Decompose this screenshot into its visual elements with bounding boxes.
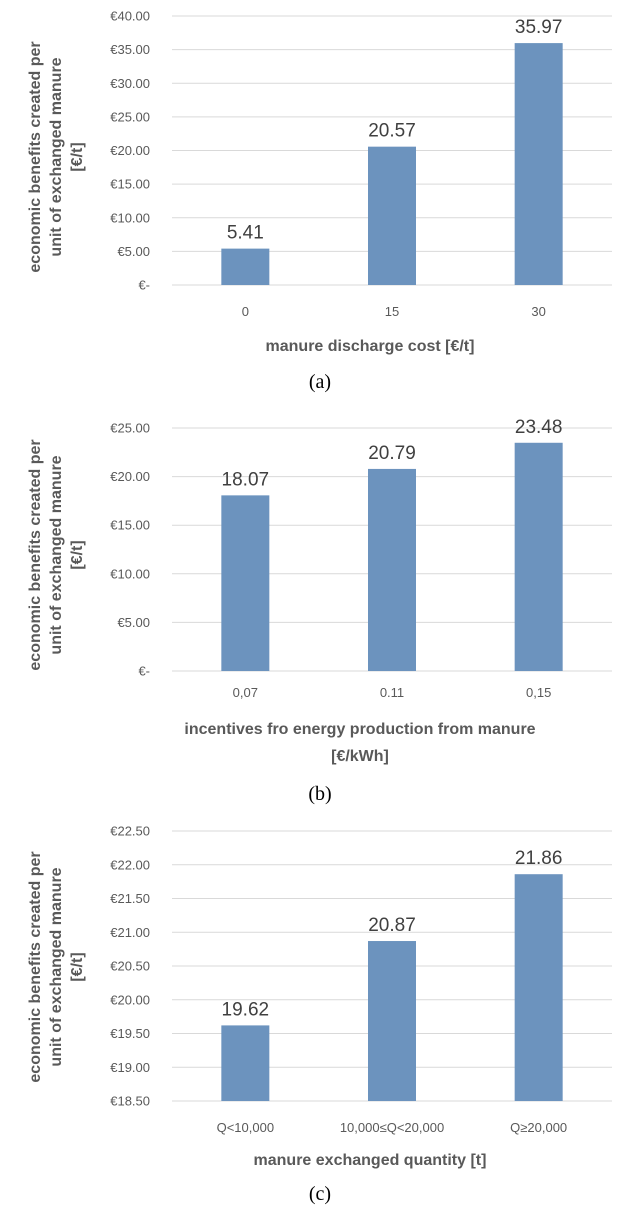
bar [221, 248, 270, 285]
y-tick-label: €20.50 [110, 959, 150, 974]
x-tick-label: 0.11 [380, 685, 404, 700]
y-axis-title-line: economic benefits created per [27, 851, 44, 1082]
y-tick-label: €- [138, 664, 150, 679]
y-axis-title-line: economic benefits created per [27, 41, 44, 272]
x-tick-label: Q<10,000 [217, 1120, 274, 1135]
chart-c: €18.50 €19.00 €19.50 €20.00 €20.50 €21.00 €21.… [27, 824, 612, 1205]
y-tick-label: €19.50 [110, 1026, 150, 1041]
y-axis-title: economic benefits created per unit of exc… [27, 851, 86, 1082]
y-axis-title-line: [€/t] [69, 540, 86, 569]
y-axis-title-line: [€/t] [69, 142, 86, 171]
y-tick-label: €- [138, 278, 150, 293]
bar [221, 495, 270, 671]
x-axis-title: incentives fro energy production from ma… [184, 721, 535, 738]
y-tick-label: €5.00 [117, 615, 150, 630]
data-label: 5.41 [227, 223, 264, 244]
x-tick-label: Q≥20,000 [510, 1120, 567, 1135]
x-tick-label: 0 [242, 304, 249, 319]
y-tick-label: €10.00 [110, 210, 150, 225]
bar [514, 442, 563, 671]
y-tick-label: €35.00 [110, 42, 150, 57]
y-tick-label: €22.50 [110, 824, 150, 839]
data-label: 19.62 [222, 999, 270, 1020]
y-axis-title: economic benefits created per unit of exc… [27, 41, 86, 272]
y-tick-label: €25.00 [110, 421, 150, 436]
x-tick-label: 10,000≤Q<20,000 [340, 1120, 444, 1135]
x-axis-title: manure discharge cost [€/t] [266, 338, 475, 355]
y-tick-label: €40.00 [110, 9, 150, 24]
chart-b: €- €5.00 €10.00 €15.00 €20.00 €25.00 18.07 0,07… [27, 417, 612, 805]
x-tick-label: 0,15 [526, 685, 551, 700]
y-tick-label: €20.00 [110, 992, 150, 1007]
y-tick-label: €30.00 [110, 76, 150, 91]
y-tick-label: €15.00 [110, 177, 150, 192]
panel-caption: (a) [309, 371, 331, 393]
y-tick-label: €20.00 [110, 143, 150, 158]
x-axis-title: manure exchanged quantity [t] [254, 1152, 487, 1169]
y-tick-label: €10.00 [110, 566, 150, 581]
y-axis-title-line: unit of exchanged manure [48, 455, 65, 654]
y-axis-title-line: unit of exchanged manure [48, 57, 65, 256]
y-tick-label: €20.00 [110, 469, 150, 484]
data-label: 21.86 [515, 848, 563, 869]
data-label: 23.48 [515, 417, 563, 438]
y-axis-title-line: unit of exchanged manure [48, 867, 65, 1066]
y-axis-title-line: [€/t] [69, 952, 86, 981]
y-tick-label: €25.00 [110, 109, 150, 124]
bar [368, 468, 416, 671]
panel-caption: (c) [309, 1183, 331, 1205]
y-axis-title: economic benefits created per unit of exc… [27, 439, 86, 670]
y-axis-title-line: economic benefits created per [27, 439, 44, 670]
data-label: 18.07 [222, 469, 270, 490]
x-tick-label: 30 [531, 304, 545, 319]
y-tick-label: €21.50 [110, 891, 150, 906]
bar [368, 146, 416, 285]
panel-caption: (b) [308, 783, 331, 805]
y-tick-label: €21.00 [110, 925, 150, 940]
data-label: 35.97 [515, 17, 563, 38]
data-label: 20.79 [368, 443, 416, 464]
bar [514, 874, 563, 1101]
y-tick-label: €5.00 [117, 244, 150, 259]
x-tick-label: 15 [385, 304, 399, 319]
y-tick-label: €19.00 [110, 1060, 150, 1075]
bar [514, 43, 563, 286]
y-tick-label: €18.50 [110, 1094, 150, 1109]
x-tick-label: 0,07 [233, 685, 258, 700]
bar [368, 941, 416, 1101]
y-tick-label: €15.00 [110, 518, 150, 533]
x-axis-title: [€/kWh] [331, 748, 389, 765]
data-label: 20.57 [368, 121, 416, 142]
data-label: 20.87 [368, 915, 416, 936]
y-tick-label: €22.00 [110, 857, 150, 872]
chart-a: €- €5.00 €10.00 €15.00 €20.00 €25.00 €30.00 €35… [27, 9, 612, 393]
bar [221, 1025, 270, 1101]
